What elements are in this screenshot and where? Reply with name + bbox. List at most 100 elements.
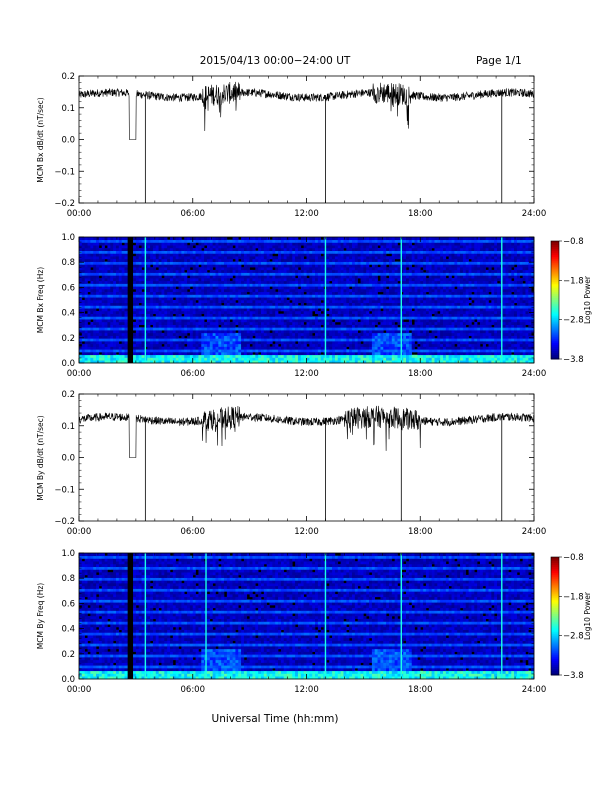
spectrogram-cell <box>377 324 381 328</box>
spectrogram-cell <box>346 237 350 241</box>
spectrogram-cell <box>295 253 299 257</box>
spectrogram-cell <box>212 291 216 295</box>
spectrogram-cell <box>275 308 279 312</box>
spectrogram-cell <box>118 289 122 293</box>
spectrogram-cell <box>380 272 384 276</box>
spectrogram-cell <box>340 316 344 320</box>
spectrogram-cell <box>360 300 364 304</box>
spectrogram-cell <box>280 321 285 325</box>
spectrogram-cell <box>212 283 216 287</box>
spectrogram-cell <box>87 332 91 336</box>
spectrogram-cell <box>164 280 168 284</box>
spectrogram-cell <box>209 349 213 353</box>
spectrogram-cell <box>300 294 304 298</box>
spectrogram-cell <box>147 239 151 243</box>
spectrogram-cell <box>164 269 168 273</box>
spectrogram-cell <box>107 305 111 309</box>
spectrogram-cell <box>326 275 330 279</box>
spectrogram-cell <box>394 327 398 331</box>
spectrogram-cell <box>360 310 364 314</box>
spectrogram-cell <box>198 313 202 317</box>
spectrogram-cell <box>90 283 94 287</box>
spectrogram-cell <box>150 341 154 345</box>
spectrogram-cell <box>212 275 216 279</box>
spectrogram-cell <box>101 316 105 320</box>
spectrogram-cell <box>315 294 319 298</box>
spectrogram-cell <box>369 286 373 290</box>
spectrogram-cell <box>124 269 128 273</box>
spectrogram-cell <box>79 242 83 246</box>
spectrogram-cell <box>229 308 233 312</box>
spectrogram-cell <box>167 250 171 254</box>
spectrogram-cell <box>167 300 171 304</box>
spectrogram-cell <box>343 264 347 268</box>
spectrogram-cell <box>252 278 256 282</box>
spectrogram-cell <box>261 267 265 271</box>
spectrogram-cell <box>215 305 219 309</box>
spectrogram-cell <box>212 272 216 276</box>
spectrogram-cell <box>346 302 350 306</box>
spectrogram-cell <box>107 341 111 345</box>
spectrogram-cell <box>121 297 125 301</box>
spectrogram-cell <box>357 256 361 260</box>
spectrogram-cell <box>110 275 114 279</box>
spectrogram-cell <box>292 308 296 312</box>
spectrogram-cell <box>167 247 171 251</box>
spectrogram-cell <box>198 300 202 304</box>
spectrogram-cell <box>107 242 111 246</box>
spectrogram-cell <box>354 291 358 295</box>
spectrogram-cell <box>377 289 381 293</box>
spectrogram-cell <box>187 352 191 356</box>
spectrogram-cell <box>326 354 330 358</box>
spectrogram-cell <box>121 267 125 271</box>
spectrogram-cell <box>215 245 219 249</box>
spectrogram-cell <box>388 341 393 345</box>
spectrogram-cell <box>96 237 100 241</box>
spectrogram-cell <box>215 291 219 295</box>
spectrogram-cell <box>280 297 285 301</box>
spectrogram-cell <box>383 300 387 304</box>
spectrogram-cell <box>90 250 94 254</box>
spectrogram-cell <box>363 267 367 271</box>
spectrogram-cell <box>147 264 151 268</box>
spectrogram-cell <box>209 338 213 342</box>
spectrogram-cell <box>252 291 256 295</box>
spectrogram-cell <box>334 316 339 320</box>
spectrogram-cell <box>87 250 91 254</box>
spectrogram-cell <box>388 360 393 364</box>
spectrogram-cell <box>221 247 225 251</box>
spectrogram-cell <box>107 261 111 265</box>
spectrogram-cell <box>184 280 188 284</box>
spectrogram-cell <box>269 294 273 298</box>
spectrogram-cell <box>374 261 378 265</box>
spectrogram-cell <box>286 335 290 339</box>
spectrogram-cell <box>175 261 179 265</box>
spectrogram-cell <box>152 261 157 265</box>
spectrogram-cell <box>232 321 236 325</box>
spectrogram-cell <box>104 349 108 353</box>
spectrogram-cell <box>238 300 242 304</box>
spectrogram-cell <box>292 286 296 290</box>
spectrogram-cell <box>380 321 384 325</box>
spectrogram-cell <box>81 327 85 331</box>
spectrogram-cell <box>346 269 350 273</box>
spectrogram-cell <box>374 245 378 249</box>
spectrogram-cell <box>158 242 162 246</box>
spectrogram-cell <box>329 283 333 287</box>
spectrogram-cell <box>124 354 128 358</box>
spectrogram-cell <box>104 289 108 293</box>
spectrogram-cell <box>329 242 333 246</box>
spectrogram-cell <box>266 338 270 342</box>
spectrogram-cell <box>232 239 236 243</box>
spectrogram-cell <box>172 341 176 345</box>
spectrogram-cell <box>158 264 162 268</box>
spectrogram-cell <box>84 283 88 287</box>
spectrogram-cell <box>110 343 114 347</box>
spectrogram-cell <box>224 308 228 312</box>
spectrogram-cell <box>161 352 165 356</box>
spectrogram-cell <box>224 305 228 309</box>
spectrogram-cell <box>224 256 228 260</box>
spectrogram-cell <box>201 302 205 306</box>
spectrogram-cell <box>115 291 120 295</box>
spectrogram-cell <box>221 286 225 290</box>
